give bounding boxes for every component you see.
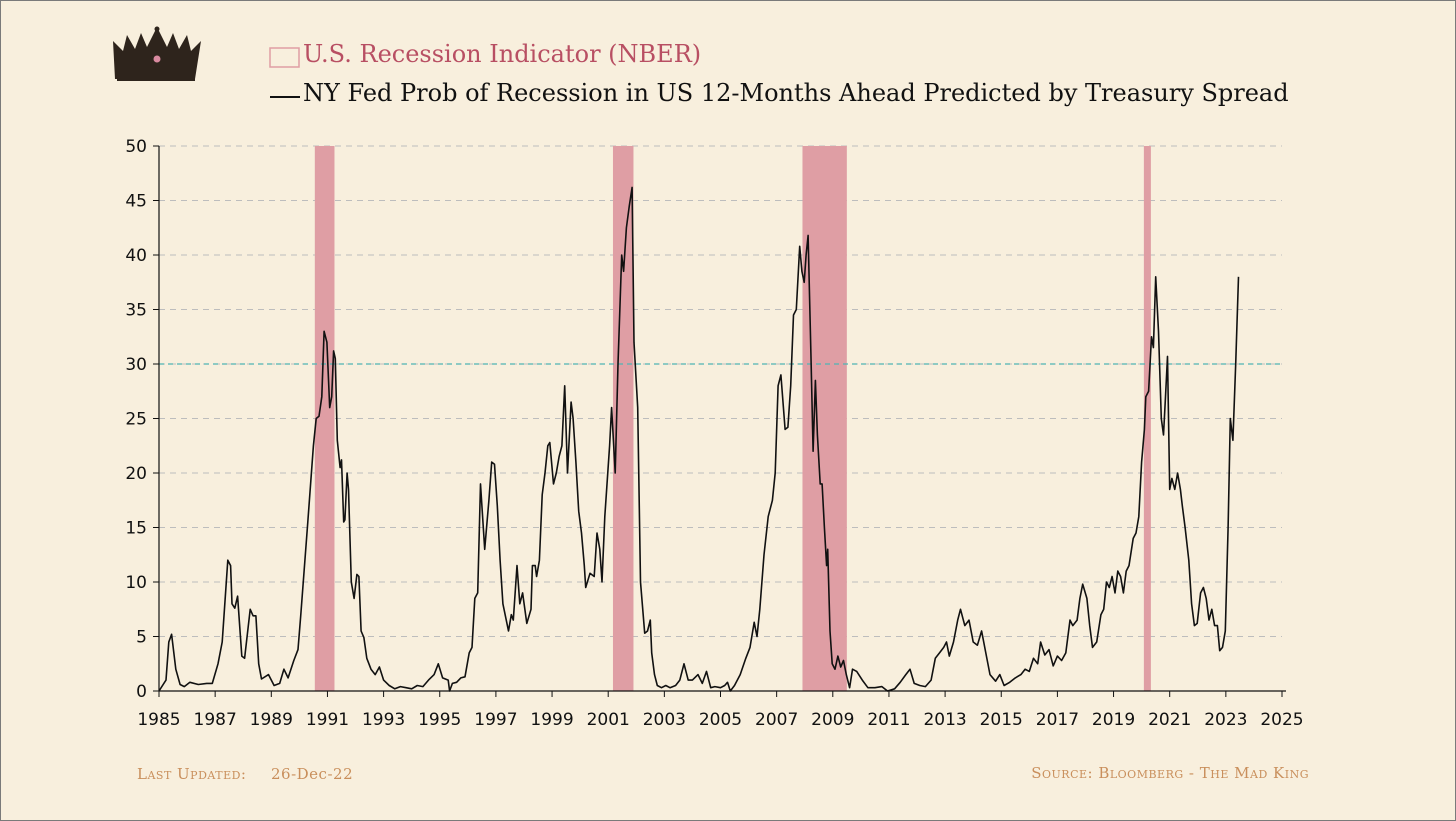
x-tick-label: 1997 — [474, 710, 517, 730]
y-tick-label: 5 — [136, 628, 147, 648]
x-tick-label: 2001 — [587, 710, 630, 730]
x-tick-label: 1999 — [530, 710, 573, 730]
line-layer — [158, 186, 1240, 692]
x-tick-label: 1989 — [250, 710, 293, 730]
x-tick-label: 2021 — [1148, 710, 1191, 730]
crown-icon — [113, 26, 201, 81]
legend-recession-swatch — [269, 47, 300, 68]
source-text: Source: Bloomberg - The Mad King — [1031, 764, 1309, 782]
legend: U.S. Recession Indicator (NBER) NY Fed P… — [269, 40, 1289, 107]
x-tick-label: 1995 — [418, 710, 461, 730]
x-tick-label: 2003 — [643, 710, 686, 730]
x-tick-label: 1987 — [194, 710, 237, 730]
y-tick-label: 10 — [125, 573, 147, 593]
legend-probability-label: NY Fed Prob of Recession in US 12-Months… — [303, 79, 1289, 107]
x-tick-label: 2019 — [1092, 710, 1135, 730]
y-tick-label: 25 — [125, 410, 147, 430]
x-tick-label: 2009 — [811, 710, 854, 730]
y-tick-label: 40 — [125, 246, 147, 266]
x-tick-label: 2015 — [980, 710, 1023, 730]
x-tick-label: 2017 — [1036, 710, 1079, 730]
y-tick-label: 30 — [125, 355, 147, 375]
last-updated-label: Last Updated: — [137, 765, 247, 783]
x-tick-label: 1985 — [137, 710, 180, 730]
grid-layer — [159, 145, 1282, 637]
x-tick-label: 2023 — [1204, 710, 1247, 730]
recession-bands — [314, 146, 1151, 691]
recession-band — [1143, 146, 1151, 691]
y-tick-label: 15 — [125, 519, 147, 539]
recession-band — [612, 146, 634, 691]
y-tick-label: 50 — [125, 137, 147, 157]
x-tick-label: 2007 — [755, 710, 798, 730]
y-tick-label: 20 — [125, 464, 147, 484]
x-tick-label: 1993 — [362, 710, 405, 730]
y-tick-label: 45 — [125, 192, 147, 212]
x-tick-label: 2011 — [867, 710, 910, 730]
x-tick-label: 2013 — [923, 710, 966, 730]
legend-recession-label: U.S. Recession Indicator (NBER) — [303, 40, 701, 68]
y-tick-label: 0 — [136, 682, 147, 702]
y-tick-label: 35 — [125, 301, 147, 321]
series-line — [158, 186, 1240, 692]
recession-band — [802, 146, 847, 691]
x-tick-label: 2005 — [699, 710, 742, 730]
last-updated-value: 26-Dec-22 — [271, 765, 353, 783]
recession-band — [314, 146, 335, 691]
x-tick-label: 2025 — [1260, 710, 1303, 730]
x-tick-label: 1991 — [306, 710, 349, 730]
